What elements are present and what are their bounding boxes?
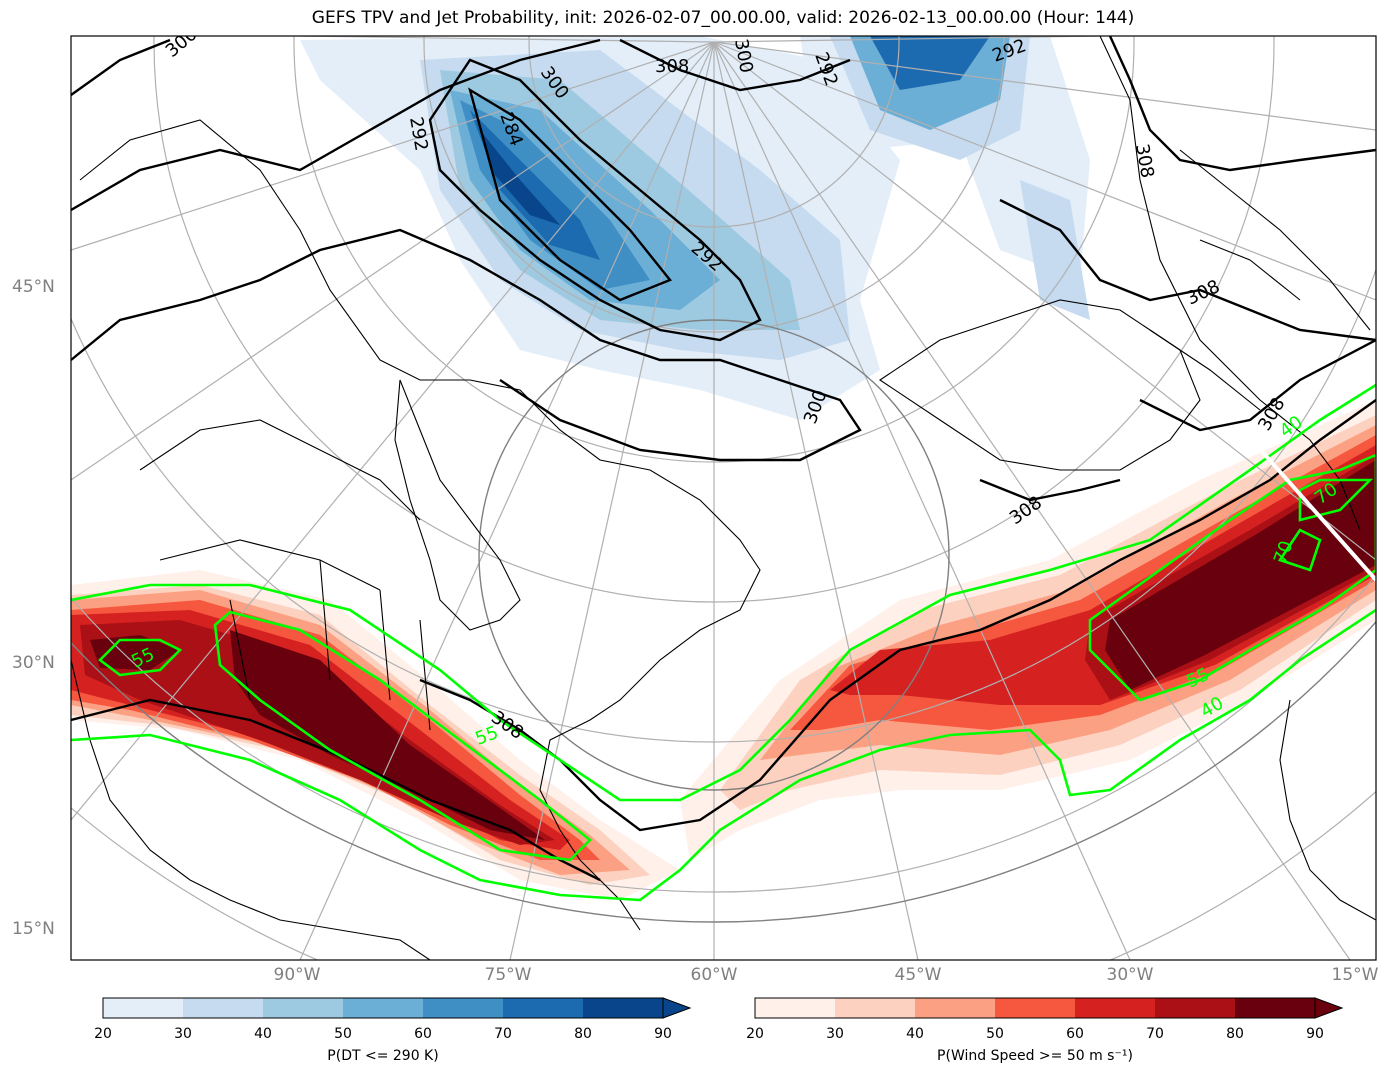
theta-label: 308 xyxy=(655,56,689,77)
colorbar-swatch xyxy=(995,998,1075,1018)
jet-colorbar-swatches xyxy=(755,998,1315,1018)
map-frame xyxy=(70,35,1377,961)
tpv-colorbar xyxy=(102,997,692,1019)
tpv-probability-shading xyxy=(300,36,1090,420)
colorbar-swatch xyxy=(1075,998,1155,1018)
lat-label: 30°N xyxy=(12,653,55,673)
projection-seam xyxy=(1248,436,1376,582)
tpv-colorbar-swatches xyxy=(103,998,663,1018)
lon-label: 60°W xyxy=(690,965,738,985)
colorbar-swatch xyxy=(263,998,343,1018)
colorbar-swatch xyxy=(835,998,915,1018)
tpv-colorbar-tick: 80 xyxy=(574,1026,592,1042)
lat-label: 45°N xyxy=(12,277,55,297)
graticule xyxy=(71,36,1376,960)
chart-title: GEFS TPV and Jet Probability, init: 2026… xyxy=(311,8,1135,28)
colorbar-swatch xyxy=(423,998,503,1018)
colorbar-swatch xyxy=(103,998,183,1018)
colorbar-swatch xyxy=(183,998,263,1018)
lon-label: 75°W xyxy=(484,965,532,985)
graticule-emphasis xyxy=(71,319,1376,923)
tpv-colorbar-tick: 20 xyxy=(94,1026,112,1042)
tpv-colorbar-extend xyxy=(662,997,692,1019)
jet-colorbar-tick: 60 xyxy=(1066,1026,1084,1042)
colorbar-swatch xyxy=(1235,998,1315,1018)
tpv-colorbar-tick: 90 xyxy=(654,1026,672,1042)
lon-label: 30°W xyxy=(1106,965,1154,985)
jet-colorbar-tick: 50 xyxy=(986,1026,1004,1042)
colorbar-swatch xyxy=(755,998,835,1018)
jet-colorbar-tick: 90 xyxy=(1306,1026,1324,1042)
theta-contours xyxy=(71,36,1376,882)
jet-colorbar-tick: 70 xyxy=(1146,1026,1164,1042)
colorbar-swatch xyxy=(503,998,583,1018)
jet-colorbar-extend xyxy=(1314,997,1344,1019)
lat-label: 15°N xyxy=(12,919,55,939)
tpv-colorbar-tick: 30 xyxy=(174,1026,192,1042)
jet-contours xyxy=(71,383,1376,902)
jet-colorbar-tick: 20 xyxy=(746,1026,764,1042)
tpv-colorbar-tick: 70 xyxy=(494,1026,512,1042)
colorbar-swatch xyxy=(343,998,423,1018)
coastlines xyxy=(71,36,1376,960)
tpv-colorbar-tick: 40 xyxy=(254,1026,272,1042)
colorbar-swatch xyxy=(1155,998,1235,1018)
jet-colorbar-tick: 80 xyxy=(1226,1026,1244,1042)
tpv-colorbar-label: P(DT <= 290 K) xyxy=(327,1048,439,1064)
lon-label: 90°W xyxy=(273,965,321,985)
lon-label: 15°W xyxy=(1331,965,1379,985)
colorbar-swatch xyxy=(583,998,663,1018)
jet-colorbar-tick: 40 xyxy=(906,1026,924,1042)
colorbar-swatch xyxy=(915,998,995,1018)
tpv-colorbar-tick: 50 xyxy=(334,1026,352,1042)
jet-colorbar-label: P(Wind Speed >= 50 m s⁻¹) xyxy=(937,1048,1133,1064)
jet-colorbar-tick: 30 xyxy=(826,1026,844,1042)
jet-colorbar xyxy=(754,997,1344,1019)
tpv-colorbar-tick: 60 xyxy=(414,1026,432,1042)
lon-label: 45°W xyxy=(894,965,942,985)
